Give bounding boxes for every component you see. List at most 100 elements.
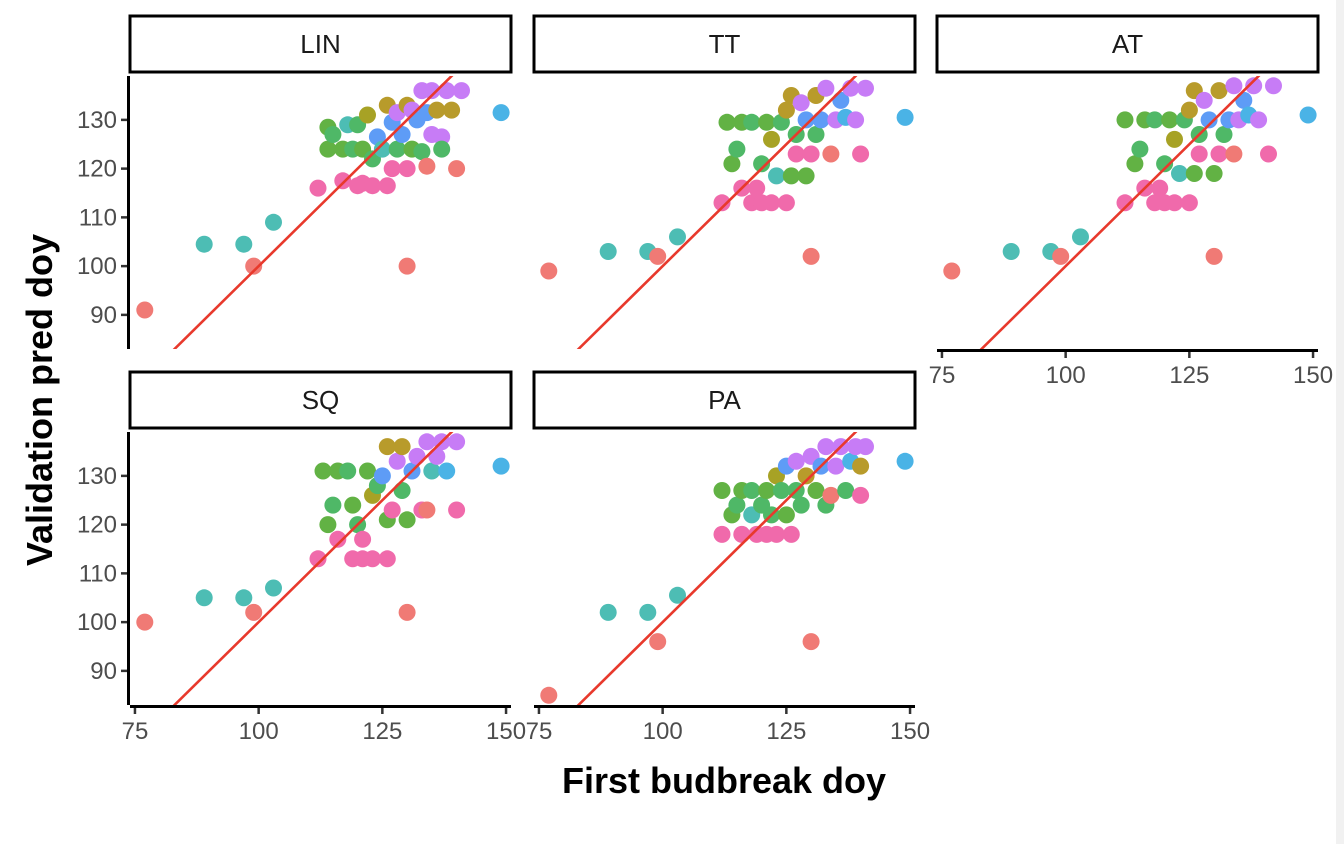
y-tick-label: 120	[77, 156, 117, 183]
data-point	[1146, 111, 1164, 129]
data-point	[797, 467, 815, 485]
facet-strip	[532, 370, 917, 430]
x-axis-title: First budbreak doy	[562, 760, 886, 801]
data-point	[787, 452, 805, 470]
page-scrollbar[interactable]	[1336, 0, 1344, 844]
data-point	[319, 516, 337, 534]
data-point	[1116, 111, 1134, 129]
data-point	[857, 438, 874, 456]
data-point	[354, 530, 372, 548]
data-point	[713, 482, 731, 499]
data-point	[334, 172, 352, 190]
data-point	[433, 128, 451, 146]
data-point	[1215, 126, 1233, 143]
x-tick-label: 75	[929, 362, 956, 389]
x-tick-label: 100	[1046, 362, 1086, 389]
data-point	[324, 126, 342, 143]
data-point	[423, 82, 441, 100]
data-point	[1260, 145, 1277, 163]
plot-area	[540, 432, 914, 705]
data-point	[265, 213, 282, 231]
data-point	[1156, 155, 1174, 173]
data-point	[418, 157, 436, 175]
data-point	[1002, 243, 1020, 260]
facet-strip	[128, 14, 513, 74]
data-point	[802, 145, 820, 163]
data-point	[1190, 145, 1208, 163]
data-point	[1161, 111, 1179, 129]
data-point	[1225, 145, 1243, 163]
data-point	[398, 257, 416, 275]
data-point	[743, 113, 761, 131]
data-point	[359, 106, 376, 124]
y-tick-label: 90	[90, 658, 117, 685]
data-point	[943, 262, 961, 280]
reference-line	[576, 432, 858, 705]
x-tick-label: 150	[486, 718, 526, 745]
facet-label: PA	[708, 385, 741, 415]
data-point	[852, 486, 870, 504]
plot-area	[136, 76, 510, 349]
plot-area	[540, 76, 914, 349]
data-point	[1210, 82, 1228, 100]
data-point	[398, 511, 416, 529]
data-point	[723, 155, 741, 173]
data-point	[807, 126, 825, 143]
data-point	[837, 482, 855, 499]
data-point	[235, 235, 253, 253]
data-point	[245, 257, 263, 275]
data-point	[728, 496, 746, 514]
data-point	[1166, 130, 1183, 148]
data-point	[1195, 91, 1213, 109]
data-point	[718, 113, 736, 131]
data-point	[649, 633, 667, 651]
data-point	[797, 167, 815, 185]
data-point	[492, 104, 510, 122]
data-point	[540, 262, 558, 280]
data-point	[792, 94, 810, 112]
data-point	[438, 462, 456, 480]
x-tick-label: 75	[122, 718, 149, 745]
data-point	[1200, 111, 1218, 129]
data-point	[1265, 77, 1282, 95]
data-point	[324, 496, 342, 514]
data-point	[364, 550, 381, 568]
data-point	[413, 143, 431, 161]
data-point	[1116, 194, 1134, 212]
panel-lin: LIN 90 100 110 120 130	[77, 14, 513, 349]
data-point	[540, 686, 558, 704]
data-point	[763, 194, 780, 212]
data-point	[1185, 165, 1203, 182]
data-point	[782, 525, 800, 543]
data-point	[423, 462, 441, 480]
panel-tt: TT	[532, 14, 917, 349]
data-point	[822, 145, 840, 163]
y-tick-label: 110	[79, 560, 117, 587]
panel-sq: SQ 90 100 110 120 130 75 100 125 150	[77, 370, 526, 745]
y-tick-label: 90	[90, 302, 117, 329]
data-point	[438, 82, 456, 100]
data-point	[359, 462, 376, 480]
facet-strip	[532, 14, 917, 74]
data-point	[713, 194, 731, 212]
data-point	[1180, 101, 1198, 119]
data-point	[857, 79, 874, 97]
data-point	[373, 140, 391, 158]
data-point	[772, 482, 790, 499]
y-tick-label: 110	[79, 204, 117, 231]
data-point	[383, 160, 401, 178]
data-point	[388, 452, 406, 470]
facet-label: TT	[709, 29, 741, 59]
data-point	[743, 482, 761, 499]
data-point	[433, 140, 451, 158]
reference-line	[172, 432, 454, 705]
data-point	[1205, 247, 1223, 265]
data-point	[1151, 179, 1169, 197]
data-point	[1225, 77, 1243, 95]
data-point	[1210, 145, 1228, 163]
data-point	[398, 603, 416, 621]
data-point	[807, 482, 825, 499]
data-point	[599, 603, 617, 621]
data-point	[393, 438, 411, 456]
data-point	[763, 130, 780, 148]
